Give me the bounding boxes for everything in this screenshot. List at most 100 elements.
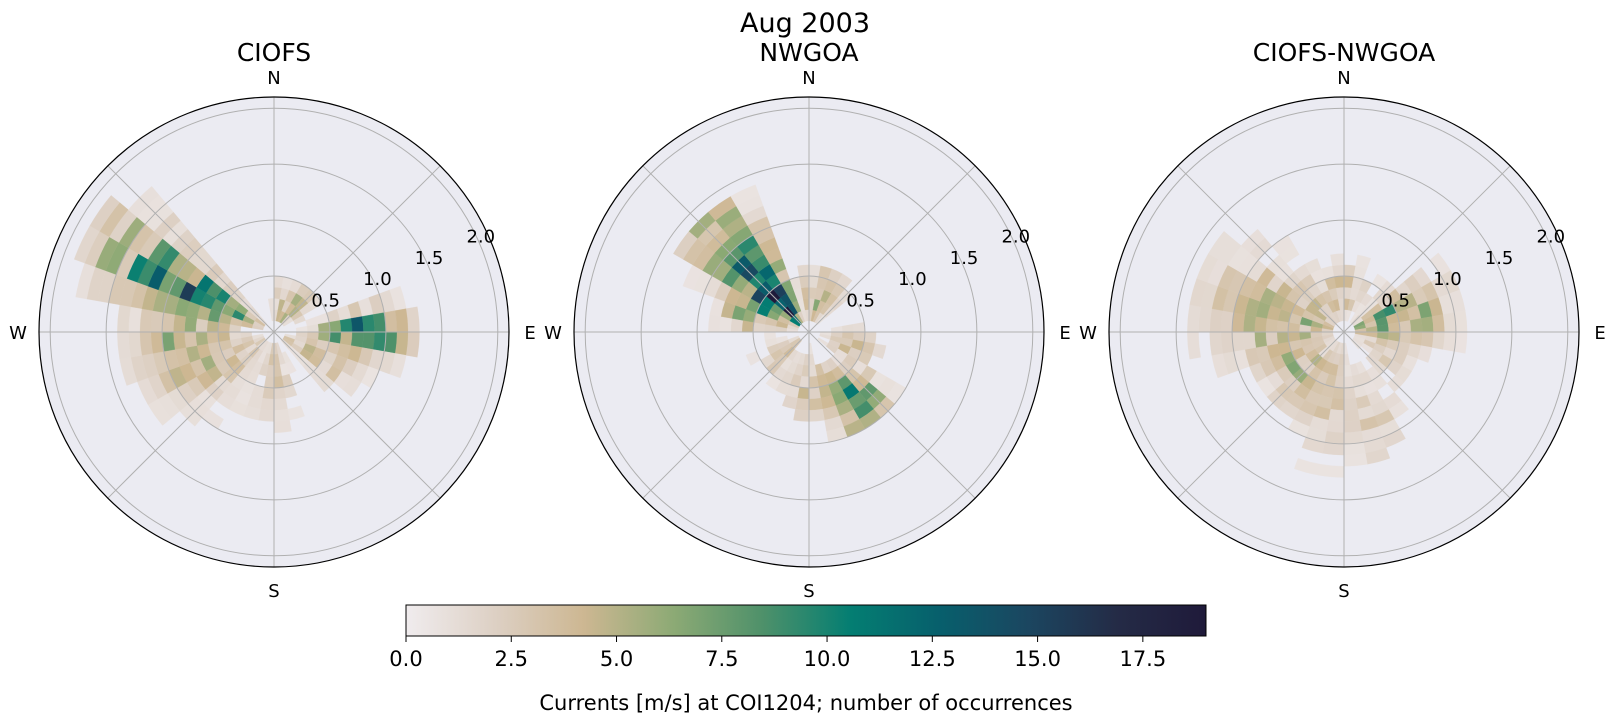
histogram-cell — [782, 394, 798, 410]
histogram-cell — [1355, 254, 1371, 270]
histogram-cell — [339, 331, 353, 346]
histogram-cell — [173, 314, 187, 333]
histogram-cell — [1324, 431, 1345, 445]
histogram-cell — [1326, 419, 1345, 433]
polar-spine — [1108, 96, 1580, 568]
histogram-cell — [808, 408, 825, 422]
histogram-cell — [1198, 306, 1212, 333]
compass-label-north: N — [802, 68, 815, 89]
colorbar-tick-label: 17.5 — [1119, 647, 1166, 671]
histogram-cell — [1330, 253, 1345, 267]
radial-tick-label: 1.0 — [363, 269, 392, 290]
compass-label-west: W — [9, 323, 27, 344]
histogram-cell — [1343, 397, 1358, 411]
histogram-cell — [273, 386, 286, 400]
panel-title: CIOFS-NWGOA — [1253, 38, 1435, 67]
polar-grid — [39, 97, 509, 567]
histogram-cell — [871, 343, 887, 359]
histogram-cell — [342, 376, 362, 397]
polar-panel-ciofs: 0.5 1.0 1.5 2.0 N S E W CIOFS — [9, 38, 536, 602]
histogram-cell — [184, 316, 198, 333]
polar-spine — [573, 96, 1045, 568]
histogram-cells — [1187, 228, 1468, 478]
compass-label-west: W — [1079, 323, 1097, 344]
histogram-cell — [708, 314, 722, 333]
colorbar-tick-label: 5.0 — [600, 647, 633, 671]
histogram-cell — [1343, 419, 1362, 433]
radial-tick-label: 1.5 — [1485, 248, 1514, 269]
histogram-cell — [117, 304, 131, 333]
histogram-cell — [795, 397, 810, 411]
histogram-cell — [184, 331, 198, 348]
histogram-cell — [1332, 264, 1345, 278]
compass-label-south: S — [268, 581, 279, 602]
colorbar-tick-label: 7.5 — [705, 647, 738, 671]
radial-tick-label: 1.5 — [415, 248, 444, 269]
histogram-cell — [1431, 331, 1445, 350]
histogram-cell — [195, 331, 209, 346]
histogram-cell — [1420, 316, 1434, 333]
polar-panel-nwgoa: 0.5 1.0 1.5 2.0 N S E W NWGOA — [544, 38, 1071, 602]
histogram-cell — [808, 397, 823, 411]
histogram-cell — [1443, 312, 1457, 333]
histogram-cell — [350, 316, 364, 333]
angular-gridline — [1343, 165, 1511, 333]
radial-tick-label: 2.0 — [1536, 226, 1565, 247]
histogram-cell — [1420, 331, 1434, 348]
histogram-cell — [1243, 331, 1257, 350]
histogram-cell — [1343, 453, 1368, 467]
angular-gridline — [1177, 165, 1345, 333]
histogram-cell — [173, 331, 187, 350]
histogram-cell — [793, 408, 810, 422]
colorbar-ticks: 0.0 2.5 5.0 7.5 10.0 12.5 15.0 17.5 — [389, 636, 1166, 671]
histogram-cell — [1231, 331, 1245, 352]
histogram-cell — [730, 184, 760, 207]
polar-spine — [38, 96, 510, 568]
compass-label-south: S — [1338, 581, 1349, 602]
angular-gridline — [107, 165, 275, 333]
histogram-cell — [1343, 431, 1364, 445]
histogram-cell — [89, 195, 120, 232]
radial-tick-label: 2.0 — [466, 226, 495, 247]
histogram-cell — [1208, 231, 1233, 260]
histogram-cell — [117, 331, 131, 360]
polar-grid — [1109, 97, 1579, 567]
histogram-cell — [1431, 314, 1445, 333]
histogram-cell — [1330, 397, 1345, 411]
angular-gridline — [1343, 331, 1511, 499]
histogram-cell — [1187, 331, 1201, 360]
histogram-cell — [1343, 386, 1356, 400]
histogram-cell — [161, 312, 175, 333]
histogram-cell — [719, 316, 733, 333]
histogram-cell — [1209, 331, 1223, 356]
figure-title: Aug 2003 — [740, 8, 870, 39]
histogram-cell — [195, 318, 209, 333]
histogram-cell — [1254, 316, 1268, 333]
radial-tick-label: 1.5 — [950, 248, 979, 269]
histogram-cell — [1417, 345, 1433, 363]
compass-label-east: E — [1059, 323, 1070, 344]
histogram-cell — [350, 331, 364, 348]
histogram-cell — [808, 386, 821, 400]
histogram-cell — [206, 331, 220, 344]
histogram-cell — [1318, 464, 1345, 478]
histogram-cell — [258, 408, 275, 422]
angular-gridline — [273, 165, 441, 333]
angular-gridline — [808, 331, 976, 499]
histogram-cell — [273, 397, 288, 411]
histogram-cell — [260, 397, 275, 411]
colorbar-tick-label: 0.0 — [389, 647, 422, 671]
compass-label-north: N — [1337, 68, 1350, 89]
histogram-cell — [328, 320, 342, 333]
histogram-cells — [74, 186, 420, 433]
histogram-cell — [361, 331, 375, 350]
compass-label-north: N — [267, 68, 280, 89]
angular-gridline — [642, 165, 810, 333]
histogram-cell — [1243, 314, 1257, 333]
histogram-cell — [797, 264, 810, 278]
histogram-cell — [128, 331, 142, 358]
histogram-cell — [1265, 318, 1279, 333]
angular-gridline — [107, 331, 275, 499]
radial-tick-label: 0.5 — [846, 291, 875, 312]
colorbar-gradient — [405, 604, 1207, 637]
